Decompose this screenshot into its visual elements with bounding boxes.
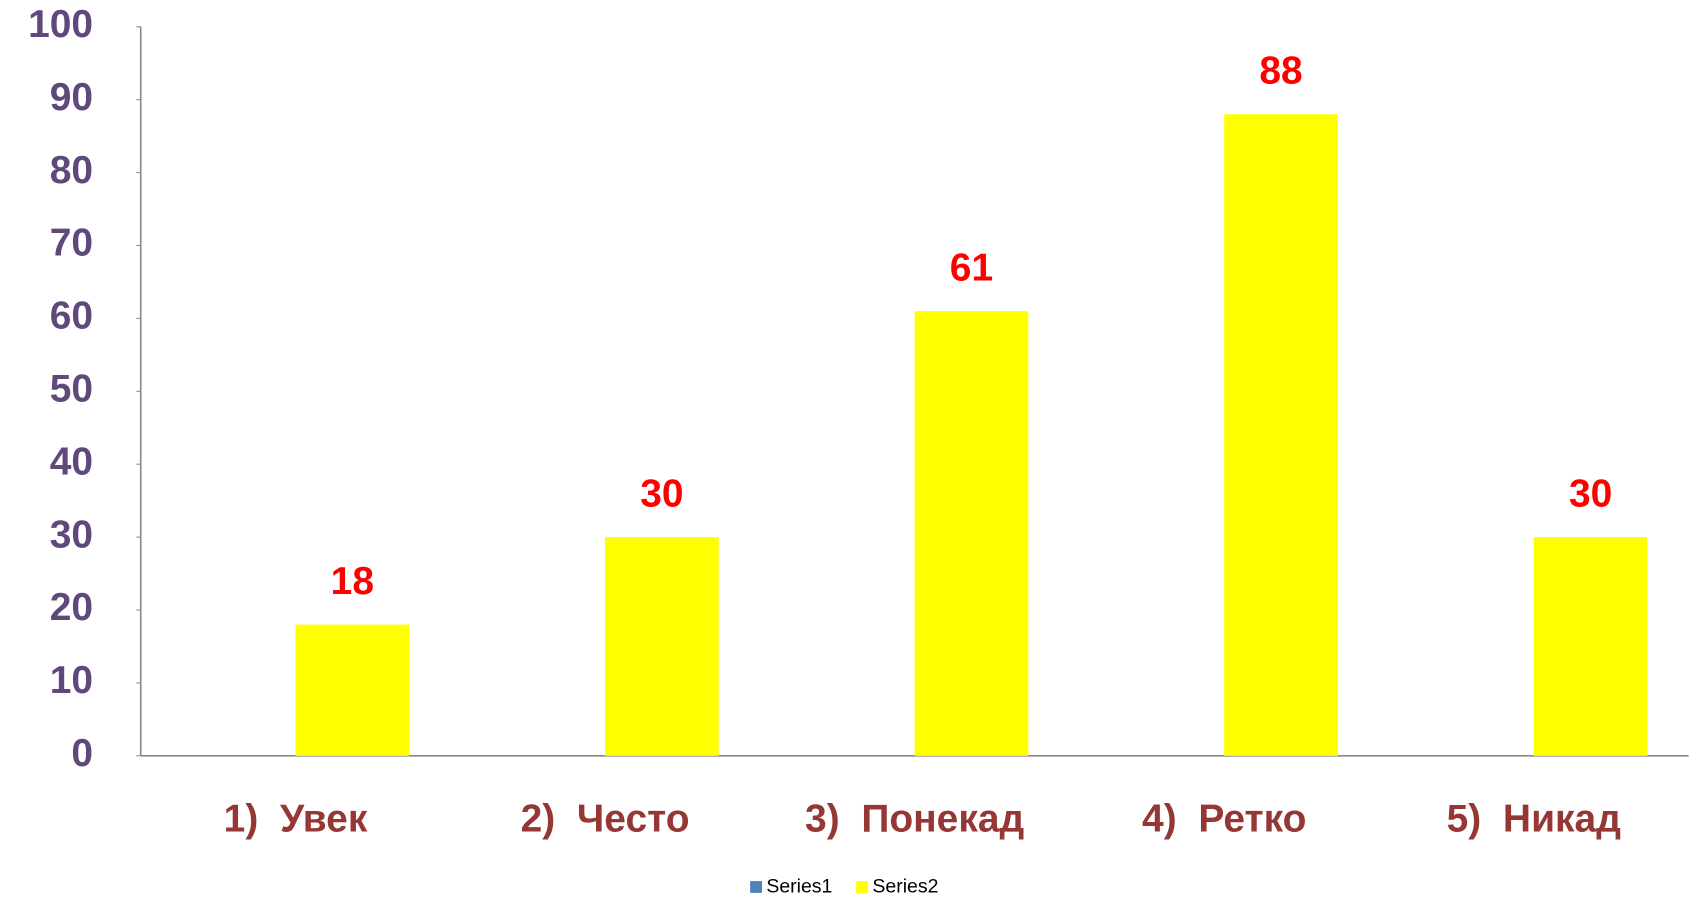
y-tick-label: 30 — [50, 513, 93, 556]
x-tick-label: 3) Понекад — [805, 798, 1024, 841]
data-label: 30 — [640, 473, 683, 516]
bar — [1224, 114, 1338, 756]
y-tick-label: 10 — [50, 659, 93, 702]
bar — [1533, 537, 1648, 756]
legend-label: Series2 — [872, 876, 938, 898]
bar — [605, 537, 719, 756]
bar — [295, 624, 410, 756]
y-tick-label: 40 — [50, 441, 93, 484]
x-tick-label: 2) Често — [521, 798, 690, 841]
y-tick-label: 70 — [50, 222, 93, 265]
data-label: 88 — [1259, 50, 1302, 93]
data-label: 30 — [1569, 473, 1612, 516]
y-tick-label: 20 — [50, 586, 93, 629]
legend-swatch — [750, 881, 763, 893]
y-tick-label: 0 — [71, 732, 93, 775]
bar — [914, 311, 1029, 756]
y-tick-label: 60 — [50, 295, 93, 338]
legend-label: Series1 — [766, 876, 832, 898]
y-tick-label: 90 — [50, 76, 93, 119]
data-label: 18 — [331, 560, 374, 603]
y-tick-label: 80 — [50, 149, 93, 192]
x-tick-label: 5) Никад — [1447, 798, 1621, 841]
data-label: 61 — [950, 247, 993, 290]
legend-swatch — [856, 881, 869, 893]
x-tick-label: 4) Ретко — [1142, 798, 1306, 841]
y-tick-label: 50 — [50, 368, 93, 411]
x-tick-label: 1) Увек — [224, 798, 368, 841]
y-tick-label: 100 — [28, 3, 93, 46]
